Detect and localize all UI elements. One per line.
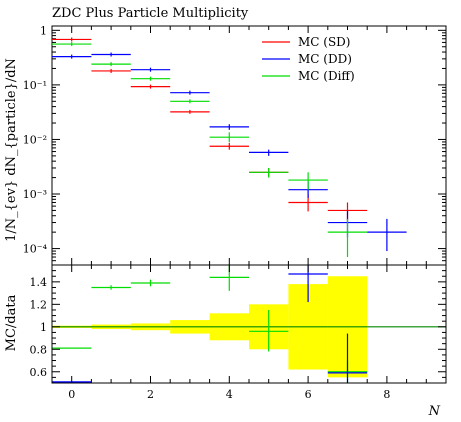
x-tick-label: 4 [226, 388, 233, 401]
ratio-y-axis-label: MC/data [4, 294, 19, 351]
ratio-y-tick-label: 0.8 [30, 343, 48, 356]
legend-label: MC (SD) [298, 35, 351, 49]
main-y-tick-label: 10⁻³ [23, 188, 47, 201]
legend-label: MC (DD) [298, 52, 352, 66]
ratio-y-tick-label: 1.4 [30, 276, 48, 289]
x-tick-label: 6 [305, 388, 312, 401]
ratio-y-tick-label: 1 [40, 321, 47, 334]
ratio-panel: 0.6 0.8 1 1.2 1.4 0 2 4 6 8 [30, 264, 447, 401]
series-mc-diff [52, 42, 368, 258]
x-axis-label: N [428, 404, 441, 419]
main-y-tick-label: 1 [40, 24, 47, 37]
x-tick-label: 2 [147, 388, 154, 401]
legend: MC (SD) MC (DD) MC (Diff) [262, 35, 355, 83]
main-y-tick-label: 10⁻¹ [23, 79, 47, 92]
x-tick-label: 8 [383, 388, 390, 401]
main-y-axis-label: 1/N_{ev} dN_{particle}/dN [4, 58, 19, 242]
ratio-y-tick-label: 1.2 [30, 298, 48, 311]
chart-title: ZDC Plus Particle Multiplicity [52, 6, 249, 21]
main-panel: 1 10⁻¹ 10⁻² 10⁻³ 10⁻⁴ [23, 24, 447, 266]
ratio-y-tick-label: 0.6 [30, 366, 48, 379]
legend-label: MC (Diff) [298, 69, 355, 83]
main-y-tick-label: 10⁻⁴ [23, 243, 48, 256]
x-tick-label: 0 [68, 388, 75, 401]
series-mc-dd [52, 52, 407, 252]
main-y-tick-label: 10⁻² [23, 133, 47, 146]
